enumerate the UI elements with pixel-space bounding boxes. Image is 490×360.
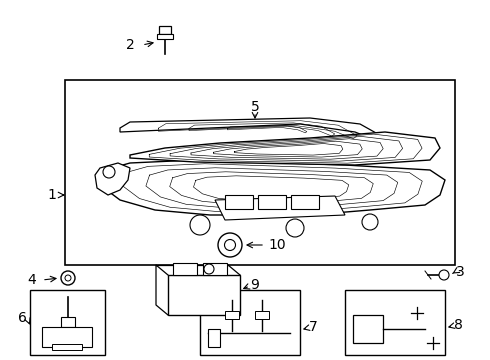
Text: 1: 1 [48,188,56,202]
Polygon shape [100,160,445,215]
Text: 5: 5 [250,100,259,114]
Bar [225,311,239,319]
Bar [353,315,383,343]
Bar [157,34,173,39]
Text: 7: 7 [309,320,318,334]
Text: 6: 6 [18,311,26,325]
Bar [203,263,227,275]
Text: 4: 4 [27,273,36,287]
Bar [225,195,253,209]
Bar [173,263,197,275]
Bar [200,290,300,355]
Circle shape [61,271,75,285]
Circle shape [103,166,115,178]
Text: 2: 2 [125,38,134,52]
Bar [159,26,171,34]
Bar [30,290,105,355]
Circle shape [362,214,378,230]
Polygon shape [95,163,130,195]
Text: 3: 3 [456,265,465,279]
Bar [52,344,82,350]
Polygon shape [215,196,345,220]
Bar [345,290,445,355]
Circle shape [190,215,210,235]
Text: 10: 10 [268,238,286,252]
Bar [208,329,220,347]
Text: 9: 9 [250,278,259,292]
Circle shape [286,219,304,237]
Bar [42,327,92,347]
Circle shape [65,275,71,281]
Bar [168,275,240,315]
Bar [61,317,75,327]
Circle shape [224,239,236,251]
Circle shape [218,233,242,257]
Bar [65,80,455,265]
Circle shape [204,264,214,274]
Bar [291,195,319,209]
Circle shape [439,270,449,280]
Polygon shape [130,132,440,165]
Bar [255,311,269,319]
Bar [258,195,286,209]
Text: 8: 8 [454,318,463,332]
Polygon shape [120,118,385,142]
